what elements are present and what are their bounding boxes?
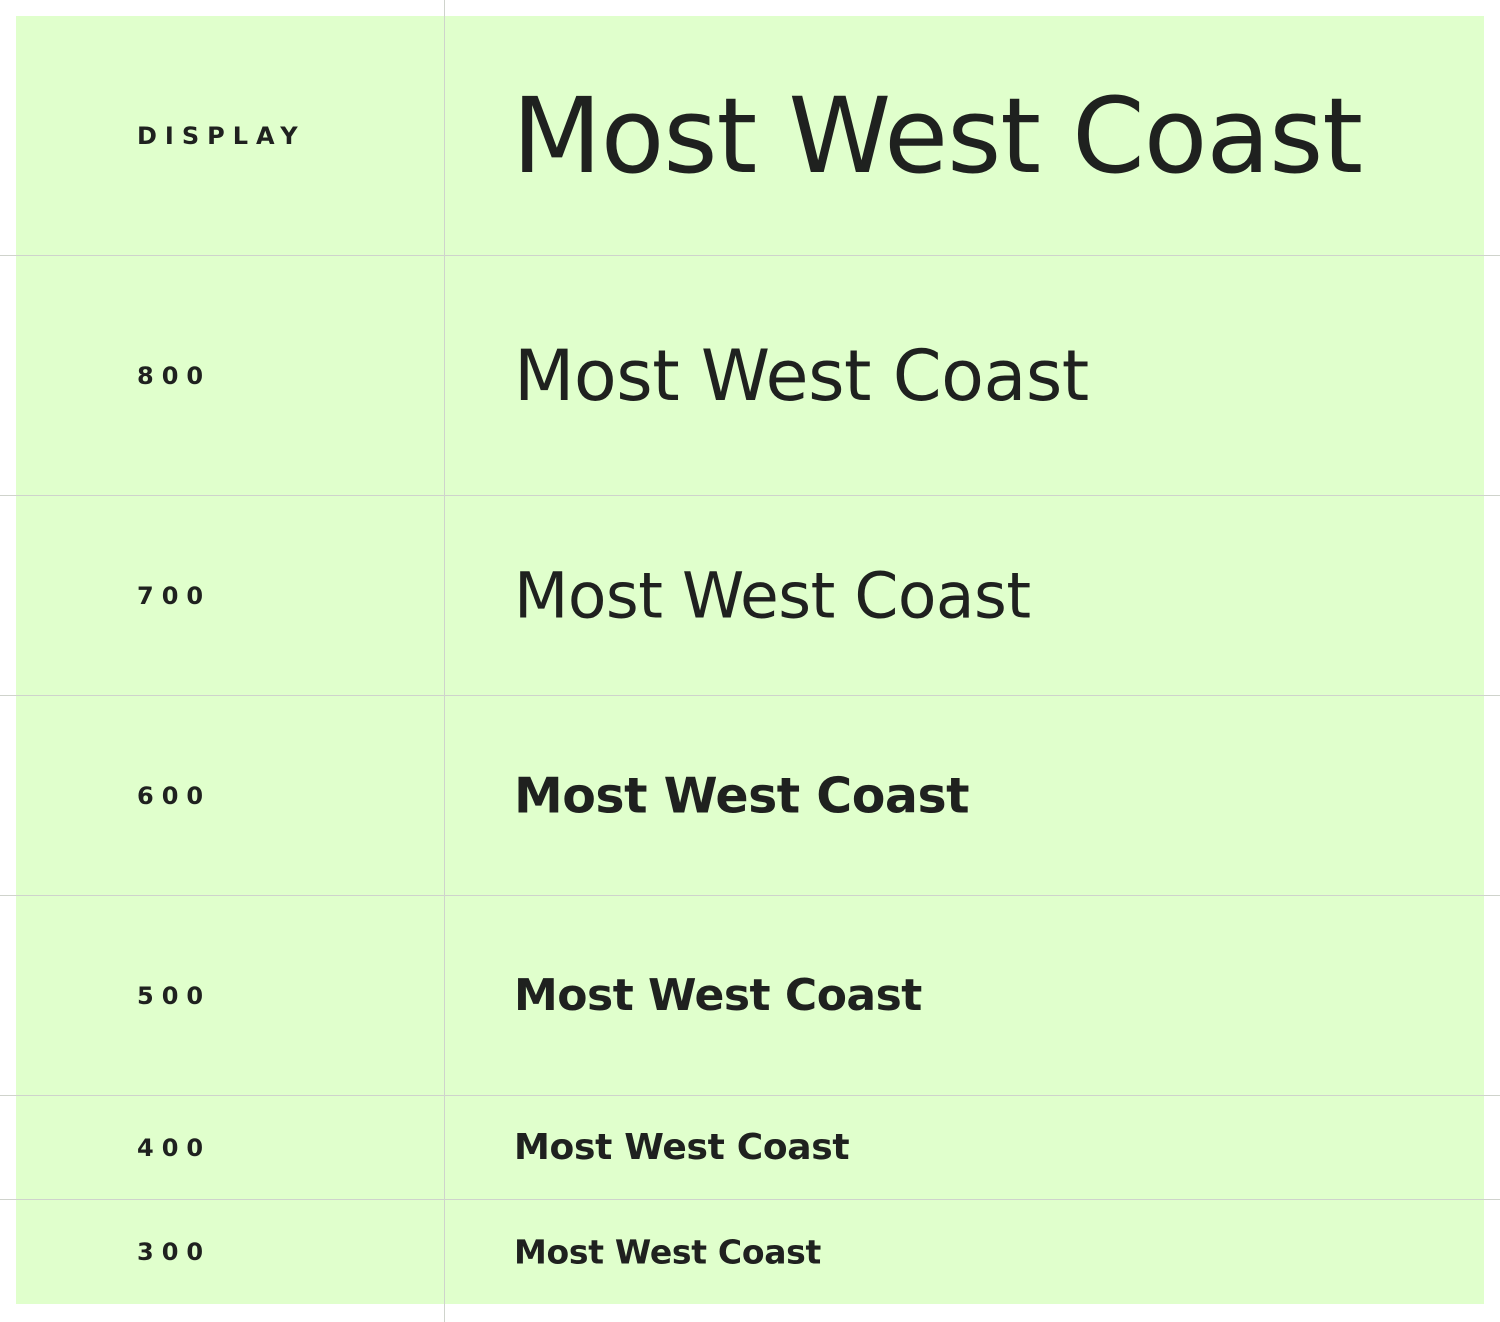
- sample-text-display: Most West Coast: [512, 75, 1363, 197]
- sample-text-800: Most West Coast: [514, 335, 1089, 417]
- sample-text-300: Most West Coast: [514, 1232, 822, 1272]
- row-label-700: 700: [137, 582, 212, 610]
- row-label-display: DISPLAY: [137, 122, 306, 150]
- row-label-500: 500: [137, 982, 212, 1010]
- row-divider: [0, 1095, 1500, 1096]
- row-label-800: 800: [137, 362, 212, 390]
- sample-text-400: Most West Coast: [514, 1127, 850, 1168]
- row-divider: [0, 255, 1500, 256]
- row-divider: [0, 895, 1500, 896]
- column-divider: [444, 0, 445, 1322]
- row-divider: [0, 495, 1500, 496]
- sample-text-700: Most West Coast: [514, 559, 1031, 633]
- row-divider: [0, 695, 1500, 696]
- row-label-300: 300: [137, 1238, 212, 1266]
- row-label-400: 400: [137, 1134, 212, 1162]
- specimen-panel: [16, 16, 1484, 1304]
- row-label-600: 600: [137, 782, 212, 810]
- row-divider: [0, 1199, 1500, 1200]
- sample-text-500: Most West Coast: [514, 970, 922, 1021]
- sample-text-600: Most West Coast: [514, 767, 970, 825]
